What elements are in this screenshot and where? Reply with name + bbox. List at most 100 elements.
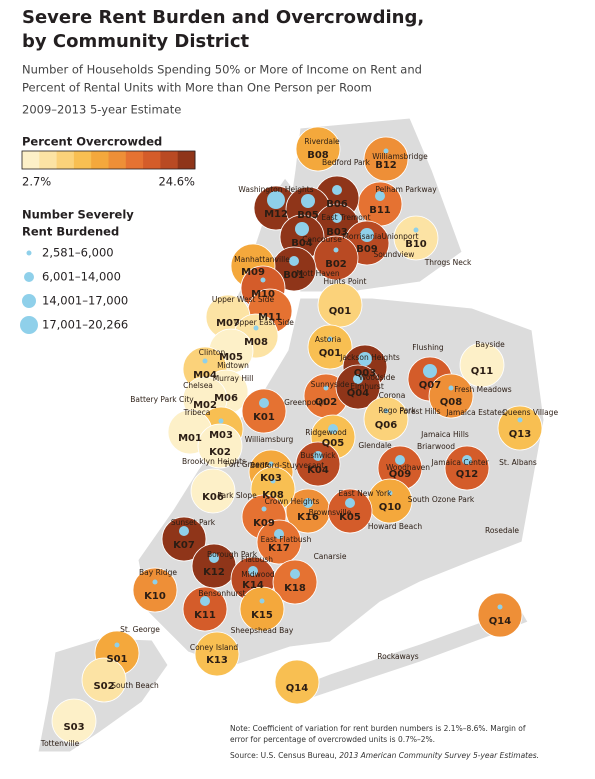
district-code: M02 (193, 400, 217, 411)
district-code: K04 (307, 465, 329, 476)
district-code: Q11 (471, 366, 493, 377)
districts (51, 126, 543, 744)
neighborhood-label: Williamsburg (245, 435, 294, 444)
rent-burden-bubble (332, 185, 342, 195)
neighborhood-label: Sunnyside (311, 380, 350, 389)
district-code: S03 (63, 722, 84, 733)
neighborhood-label: Chelsea (183, 381, 213, 390)
color-swatch (125, 151, 144, 169)
district-area (241, 388, 287, 434)
district-code: Q13 (509, 429, 531, 440)
district-area (194, 631, 240, 677)
district-code: Q06 (375, 420, 397, 431)
district-area (51, 698, 97, 744)
district-code: M11 (258, 312, 282, 323)
neighborhood-label: Midwood (241, 570, 275, 579)
neighborhood-label: Rosedale (485, 526, 519, 535)
size-legend: 2,581–6,000 6,001–14,000 14,001–17,000 17,0… (20, 246, 128, 334)
neighborhood-label: South Ozone Park (408, 495, 475, 504)
rent-burden-bubble (260, 277, 266, 283)
district-area (428, 373, 474, 419)
rent-burden-bubble (327, 336, 333, 342)
rent-burden-bubble (333, 247, 339, 253)
neighborhood-label: St. Albans (499, 458, 537, 467)
color-swatch (73, 151, 92, 169)
neighborhood-label: St. George (120, 625, 160, 634)
neighborhood-label: Elmhurst (350, 382, 384, 391)
rent-burden-bubble (328, 424, 338, 434)
neighborhood-label: Soundview (374, 250, 415, 259)
rent-burden-bubble (209, 553, 219, 563)
district-code: B10 (405, 239, 427, 250)
neighborhood-label: East New York (339, 489, 393, 498)
rent-burden-bubble (268, 461, 274, 467)
district-code: K18 (284, 583, 306, 594)
rent-burden-bubble (295, 222, 309, 236)
district-code: Q09 (389, 469, 411, 480)
neighborhood-label: Corona (379, 391, 406, 400)
district-area (132, 567, 178, 613)
neighborhood-label: Briarwood (417, 442, 455, 451)
district-code: B03 (326, 227, 348, 238)
size-legend-title: Number Severely (22, 208, 134, 222)
rent-burden-bubble (270, 478, 276, 484)
district-area (459, 342, 505, 388)
neighborhood-label: Rego Park (378, 406, 416, 415)
neighborhood-label: South Beach (111, 681, 159, 690)
district-code: M12 (264, 209, 288, 220)
neighborhood-label: Jamaica Hills (420, 430, 469, 439)
neighborhood-label: Bay Ridge (139, 568, 177, 577)
neighborhood-label: East Flatbush (261, 535, 312, 544)
rent-burden-bubble (353, 374, 363, 384)
district-area (295, 441, 341, 487)
district-code: Q14 (489, 616, 511, 627)
size-legend-label: 6,001–14,000 (42, 270, 121, 284)
district-code: M01 (178, 433, 202, 444)
rent-burden-bubble (323, 385, 329, 391)
rent-burden-bubble (301, 194, 315, 208)
district-area (363, 136, 409, 182)
color-swatch (56, 151, 75, 169)
district-area (313, 235, 359, 281)
district-code: B05 (297, 210, 319, 221)
rent-burden-bubble (448, 385, 454, 391)
size-legend-bubble (20, 316, 38, 334)
district-code: B04 (291, 238, 313, 249)
district-code: M03 (209, 430, 233, 441)
rent-burden-bubble (395, 455, 405, 465)
rent-burden-bubble (289, 256, 299, 266)
rent-burden-bubble (200, 596, 210, 606)
neighborhood-label: Brownsville (309, 508, 352, 517)
district-code: B09 (356, 244, 378, 255)
neighborhood-label: Canarsie (314, 552, 347, 561)
size-legend-bubble (22, 294, 36, 308)
district-code: K11 (194, 610, 216, 621)
neighborhood-label: Glendale (358, 441, 392, 450)
color-scale-frame (21, 150, 196, 170)
district-code: K17 (268, 543, 290, 554)
district-code: B08 (307, 150, 329, 161)
district-area (295, 126, 341, 172)
district-code: Q14 (286, 683, 308, 694)
neighborhood-label: Flushing (412, 343, 444, 352)
color-swatch (177, 151, 196, 169)
size-legend-label: 2,581–6,000 (42, 246, 114, 260)
neighborhood-label: Concourse (302, 235, 342, 244)
neighborhood-label: Murray Hill (213, 374, 254, 383)
neighborhood-label: Washington Heights (238, 185, 313, 194)
rent-burden-bubble (267, 191, 285, 209)
neighborhood-label: Jamaica Center (430, 458, 489, 467)
rent-burden-bubble (152, 579, 158, 585)
note: Note: Coefficient of variation for rent … (230, 724, 526, 733)
rent-burden-bubble (303, 498, 313, 508)
district-code: M05 (219, 352, 243, 363)
rent-burden-bubble (413, 227, 419, 233)
color-swatch (160, 151, 179, 169)
district-code: Q01 (329, 306, 351, 317)
district-code: B02 (325, 259, 347, 270)
neighborhood-label: Mott Haven (296, 269, 340, 278)
district-area (363, 396, 409, 442)
size-legend-title: Rent Burdened (22, 225, 119, 239)
rent-burden-bubble (248, 566, 258, 576)
color-swatch (108, 151, 127, 169)
